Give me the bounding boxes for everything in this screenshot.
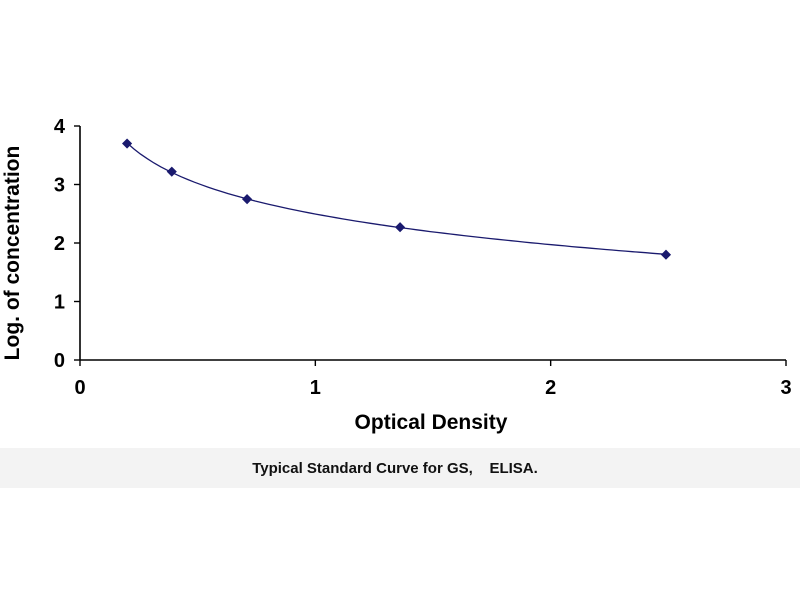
curve [126,142,667,255]
data-points [122,138,672,260]
data-point-2 [242,194,253,205]
data-point-1 [166,166,177,177]
axes [74,125,787,366]
data-point-0 [122,138,133,149]
y-tick-label-3: 3 [54,175,65,197]
caption-band [0,448,800,488]
chart-caption: Typical Standard Curve for GS, ELISA. [252,460,538,477]
y-tick-label-1: 1 [54,292,65,314]
x-tick-label-0: 0 [74,377,85,399]
x-tick-label-3: 3 [780,377,791,399]
x-tick-label-1: 1 [310,377,321,399]
y-tick-label-4: 4 [54,116,66,138]
trend-line [126,142,667,255]
x-tick-label-2: 2 [545,377,556,399]
data-point-4 [660,249,672,260]
y-axis-title: Log. of concentration [1,146,24,361]
y-tick-label-0: 0 [54,350,65,372]
data-point-3 [394,222,406,233]
axis-labels: 0 1 2 3 4 0 1 2 3 Optical Density Log. of concentr… [1,116,792,434]
x-axis-title: Optical Density [355,411,508,434]
y-tick-label-2: 2 [54,233,65,255]
